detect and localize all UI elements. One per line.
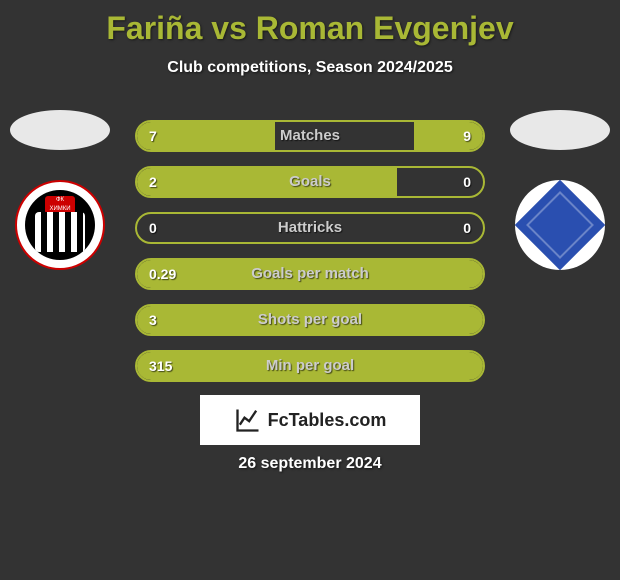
stats-bars: Matches79Goals20Hattricks00Goals per mat… xyxy=(135,120,485,396)
footer-brand-text: FcTables.com xyxy=(268,410,387,431)
stat-row: Shots per goal3 xyxy=(135,304,485,336)
player-right-column xyxy=(505,110,615,270)
chart-icon xyxy=(234,406,262,434)
badge-left-stripes-icon xyxy=(35,212,85,252)
stat-label: Goals xyxy=(137,168,483,196)
stat-value-left: 0.29 xyxy=(149,260,176,288)
player-right-silhouette xyxy=(510,110,610,150)
stat-value-left: 0 xyxy=(149,214,157,242)
stat-label: Matches xyxy=(137,122,483,150)
stat-label: Shots per goal xyxy=(137,306,483,334)
footer-brand[interactable]: FcTables.com xyxy=(200,395,420,445)
player-left-silhouette xyxy=(10,110,110,150)
stat-value-left: 3 xyxy=(149,306,157,334)
stat-row: Hattricks0 0 xyxy=(135,212,485,244)
stat-row: Matches7 9 xyxy=(135,120,485,152)
stat-label: Hattricks xyxy=(137,214,483,242)
stat-row: Goals per match0.29 xyxy=(135,258,485,290)
stat-value-right: 9 xyxy=(463,122,471,150)
stat-value-left: 7 xyxy=(149,122,157,150)
stat-label: Min per goal xyxy=(137,352,483,380)
player-left-column: ФКХИМКИ xyxy=(5,110,115,270)
page-title: Fariña vs Roman Evgenjev xyxy=(0,0,620,47)
stat-value-left: 2 xyxy=(149,168,157,196)
stat-row: Goals2 0 xyxy=(135,166,485,198)
date-text: 26 september 2024 xyxy=(0,455,620,473)
stat-value-left: 315 xyxy=(149,352,172,380)
stat-value-right: 0 xyxy=(463,168,471,196)
badge-right-diamond-icon xyxy=(515,180,606,271)
stat-value-right: 0 xyxy=(463,214,471,242)
club-badge-left: ФКХИМКИ xyxy=(15,180,105,270)
stat-label: Goals per match xyxy=(137,260,483,288)
stat-row: Min per goal315 xyxy=(135,350,485,382)
club-badge-right xyxy=(515,180,605,270)
subtitle: Club competitions, Season 2024/2025 xyxy=(0,59,620,77)
